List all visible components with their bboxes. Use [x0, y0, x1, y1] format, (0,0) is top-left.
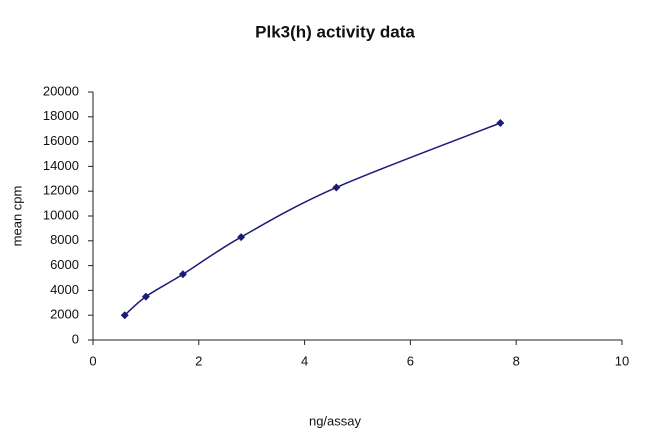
data-point	[120, 311, 129, 320]
x-tick-label: 8	[513, 353, 520, 368]
y-tick-label: 2000	[50, 307, 79, 322]
y-tick-label: 0	[72, 331, 79, 346]
x-tick-label: 2	[195, 353, 202, 368]
data-point	[141, 292, 150, 301]
y-tick-label: 6000	[50, 257, 79, 272]
data-line	[124, 122, 501, 316]
data-point	[332, 183, 341, 192]
y-axis-label: mean cpm	[9, 186, 24, 247]
chart-title: Plk3(h) activity data	[255, 22, 415, 41]
y-tick-label: 8000	[50, 232, 79, 247]
x-tick-label: 4	[301, 353, 308, 368]
y-tick-label: 16000	[43, 133, 79, 148]
data-point	[178, 270, 187, 279]
y-tick-label: 4000	[50, 282, 79, 297]
x-axis-label: ng/assay	[309, 413, 362, 428]
y-tick-label: 10000	[43, 207, 79, 222]
x-tick-label: 6	[407, 353, 414, 368]
y-tick-label: 14000	[43, 158, 79, 173]
y-tick-label: 18000	[43, 108, 79, 123]
data-point	[237, 233, 246, 242]
data-point	[496, 119, 505, 127]
y-tick-label: 20000	[43, 83, 79, 98]
x-tick-label: 10	[615, 353, 629, 368]
x-tick-label: 0	[89, 353, 96, 368]
y-tick-label: 12000	[43, 183, 79, 198]
